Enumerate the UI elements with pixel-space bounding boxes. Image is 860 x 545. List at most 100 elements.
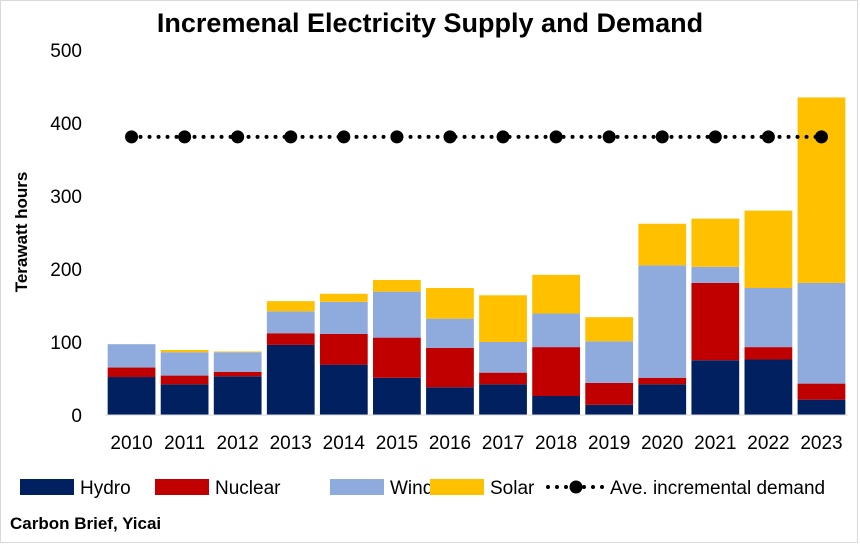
demand-marker [443,130,457,144]
bar-wind-2012 [213,352,262,372]
bar-solar-2013 [266,301,315,312]
demand-marker [708,130,722,144]
bar-wind-2010 [107,344,156,368]
bar-nuclear-2021 [691,282,740,361]
demand-marker [761,130,775,144]
bar-wind-2018 [532,313,580,348]
bar-wind-2011 [160,352,209,376]
bar-wind-2022 [744,287,793,348]
x-tick-label: 2020 [641,433,683,454]
y-axis: 0 100 200 300 400 500 [50,41,82,427]
y-tick-label: 0 [71,406,82,427]
x-tick-label: 2022 [747,433,789,454]
legend-label-solar: Solar [490,478,535,499]
x-tick-label: 2021 [694,433,736,454]
legend-swatch-wind [330,479,384,495]
demand-marker [390,130,404,144]
bar-wind-2021 [691,266,740,283]
bar-solar-2014 [319,293,368,302]
bar-hydro-2015 [373,377,421,415]
legend-label-nuclear: Nuclear [215,478,281,499]
legend-swatch-hydro [20,479,74,495]
bar-solar-2011 [160,350,209,353]
bar-hydro-2020 [638,384,687,415]
legend-label-wind: Wind [390,478,433,499]
bar-hydro-2016 [426,387,474,415]
bar-nuclear-2018 [532,347,580,397]
y-tick-label: 400 [50,114,82,135]
x-tick-label: 2016 [429,433,471,454]
bar-nuclear-2015 [373,337,421,378]
bar-solar-2016 [426,287,474,319]
legend-swatch-solar [430,479,484,495]
x-tick-label: 2015 [376,433,418,454]
x-tick-label: 2023 [800,433,842,454]
bar-nuclear-2016 [426,347,474,388]
x-tick-label: 2017 [482,433,524,454]
bar-solar-2023 [797,97,846,283]
bar-wind-2023 [797,282,846,384]
bar-solar-2017 [479,295,527,342]
chart-title: Incremenal Electricity Supply and Demand [156,8,704,38]
legend-swatch-demand-marker [569,480,583,494]
bar-solar-2021 [691,218,740,267]
bar-nuclear-2011 [160,375,209,385]
x-axis: 2010 2011 2012 2013 2014 2015 2016 2017 2018 2019… [105,414,848,454]
y-tick-label: 200 [50,260,82,281]
demand-marker [231,130,245,144]
bar-nuclear-2023 [797,383,846,400]
legend: Hydro Nuclear Wind Solar Ave. incremental de… [20,478,825,499]
bar-solar-2012 [213,351,262,353]
y-tick-label: 100 [50,333,82,354]
x-tick-label: 2010 [110,433,152,454]
x-tick-label: 2018 [535,433,577,454]
bar-wind-2014 [319,301,368,334]
x-tick-label: 2011 [164,433,205,454]
bar-nuclear-2022 [744,347,793,360]
bar-nuclear-2014 [319,333,368,365]
bar-solar-2015 [373,279,421,292]
demand-marker [496,130,510,144]
demand-marker [549,130,563,144]
bar-hydro-2019 [585,404,634,415]
y-tick-label: 500 [50,41,82,62]
x-tick-label: 2019 [588,433,630,454]
bar-wind-2019 [585,341,634,383]
bar-nuclear-2012 [213,371,262,377]
bar-hydro-2017 [479,384,527,415]
bar-wind-2020 [638,265,687,378]
bar-nuclear-2013 [266,333,315,345]
bar-hydro-2023 [797,399,846,415]
bar-hydro-2018 [532,396,580,415]
x-tick-label: 2012 [217,433,259,454]
bar-solar-2020 [638,223,687,266]
bar-hydro-2011 [160,384,209,415]
bar-nuclear-2010 [107,367,156,378]
bars [107,97,846,415]
x-tick-label: 2013 [270,433,312,454]
x-tick-label: 2014 [323,433,366,454]
bar-nuclear-2020 [638,377,687,385]
demand-marker [125,130,139,144]
bar-wind-2013 [266,311,315,334]
demand-marker [655,130,669,144]
demand-line [125,130,828,144]
y-tick-label: 300 [50,187,82,208]
legend-label-hydro: Hydro [80,478,131,499]
demand-marker [814,130,828,144]
y-axis-label: Terawatt hours [12,172,31,293]
bar-hydro-2021 [691,360,740,415]
bar-nuclear-2019 [585,382,634,405]
bar-hydro-2010 [107,377,156,415]
bar-hydro-2013 [266,344,315,415]
bar-solar-2019 [585,317,634,342]
bar-hydro-2012 [213,376,262,415]
legend-swatch-nuclear [155,479,209,495]
bar-nuclear-2017 [479,372,527,385]
bar-wind-2017 [479,342,527,373]
demand-marker [337,130,351,144]
demand-marker [284,130,298,144]
legend-label-demand: Ave. incremental demand [610,478,825,499]
